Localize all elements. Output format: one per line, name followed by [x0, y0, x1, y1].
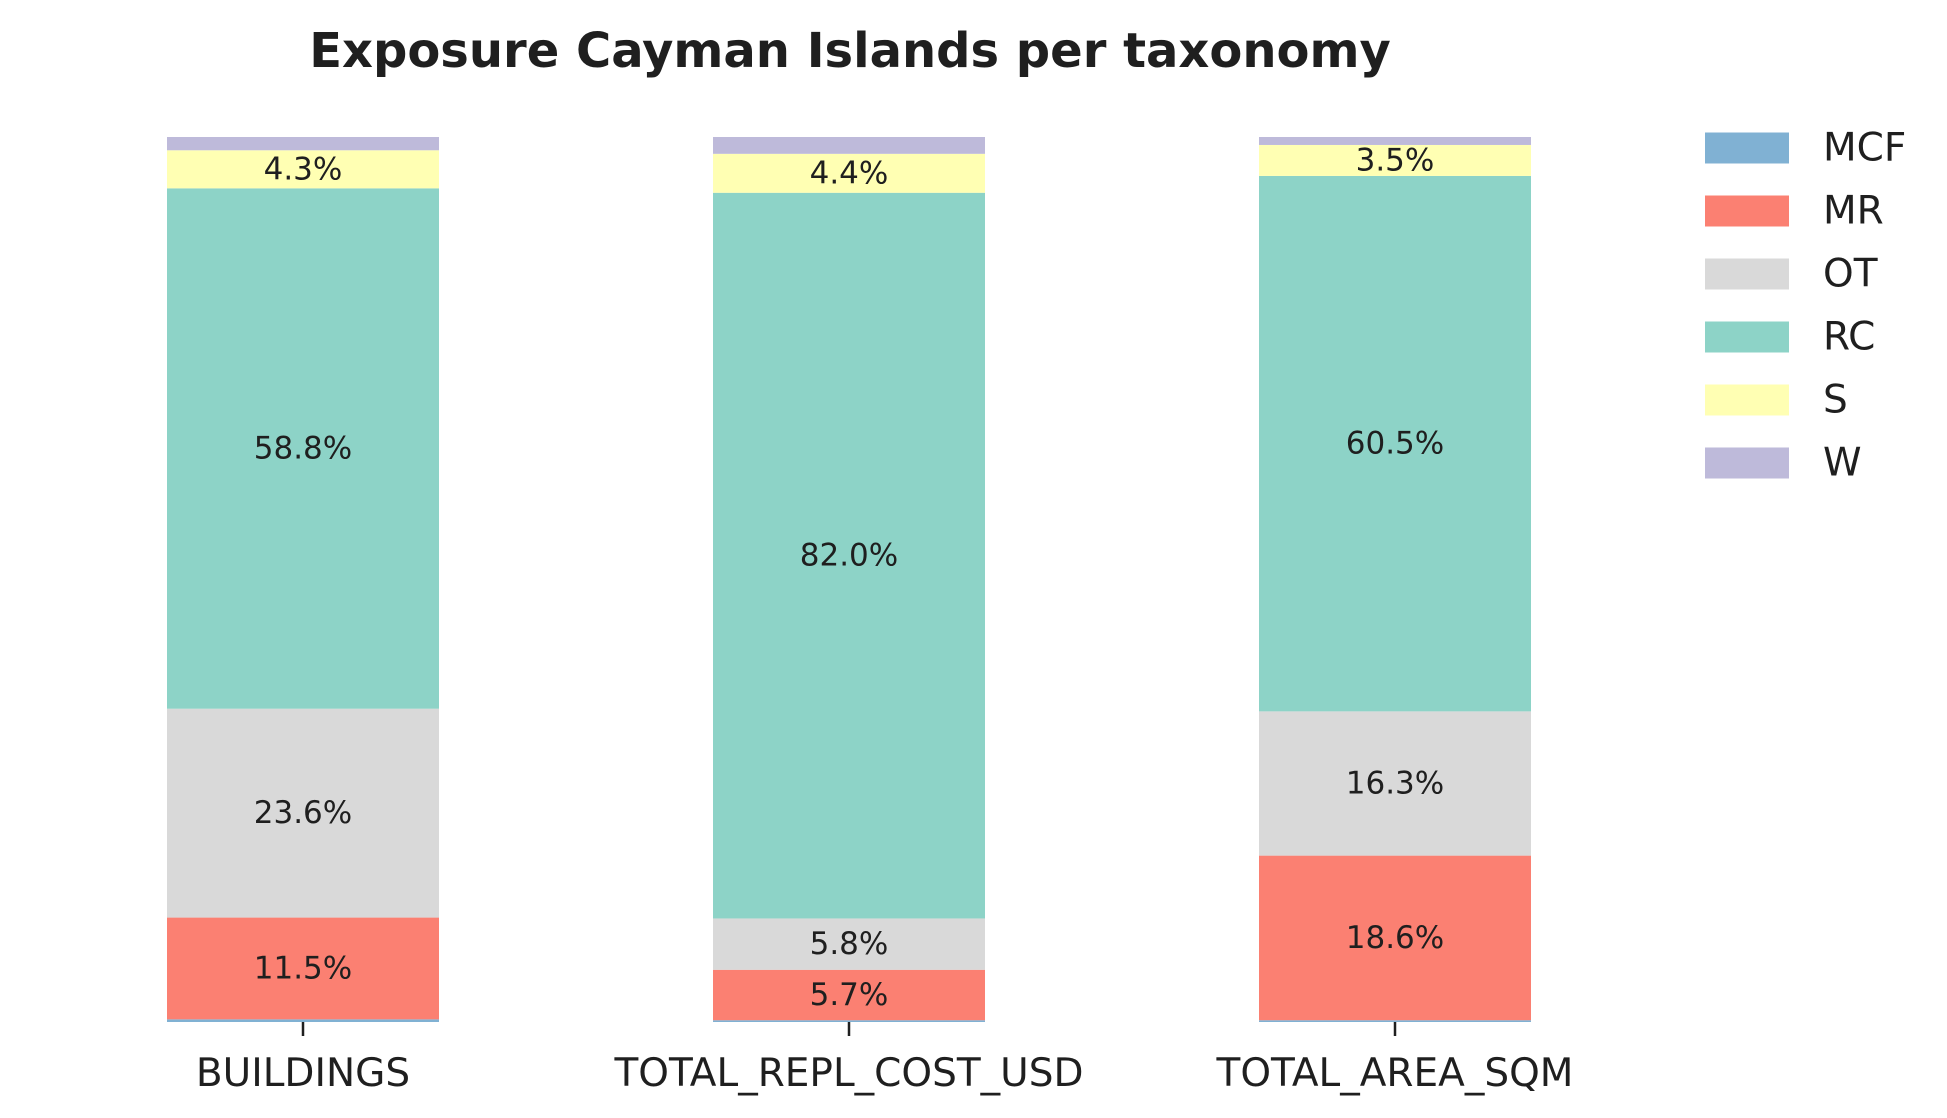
data-labels-layer: 11.5% 23.6% 58.8% 4.3% 5.7% 5.8% 82.0% 4.4% 18.6… — [254, 142, 1444, 1013]
legend-item-rc: RC — [1705, 315, 1875, 360]
bar-segment-total-repl-cost-usd-s — [713, 153, 985, 193]
bar-segment-total-repl-cost-usd-w — [713, 137, 985, 154]
bar-segment-total-area-sqm-mcf — [1259, 1020, 1531, 1022]
legend-item-mcf: MCF — [1705, 126, 1906, 171]
bar-segment-buildings-rc — [167, 188, 439, 709]
data-label-total-repl-cost-usd-ot: 5.8% — [810, 926, 889, 962]
legend-swatch-ot — [1705, 258, 1789, 290]
legend-swatch-w — [1705, 447, 1789, 479]
legend-item-ot: OT — [1705, 252, 1878, 297]
data-label-total-repl-cost-usd-rc: 82.0% — [800, 538, 898, 574]
legend-swatch-rc — [1705, 321, 1789, 353]
bar-segment-buildings-mr — [167, 917, 439, 1020]
legend: MCF MR OT RC SW — [1705, 126, 1906, 486]
chart-title: Exposure Cayman Islands per taxonomy — [309, 23, 1391, 79]
bar-segment-total-repl-cost-usd-ot — [713, 918, 985, 970]
bar-segment-total-repl-cost-usd-mcf — [713, 1020, 985, 1022]
data-label-buildings-ot: 23.6% — [254, 795, 352, 831]
bar-segment-buildings-s — [167, 150, 439, 189]
legend-label-w: W — [1823, 441, 1862, 486]
data-label-total-repl-cost-usd-mr: 5.7% — [810, 977, 889, 1013]
bar-segment-buildings-ot — [167, 708, 439, 918]
x-axis: BUILDINGS TOTAL_REPL_COST_USD TOTAL_AREA_S… — [196, 1022, 1574, 1096]
data-label-total-area-sqm-ot: 16.3% — [1346, 765, 1444, 801]
legend-label-mcf: MCF — [1823, 126, 1906, 171]
legend-swatch-s — [1705, 384, 1789, 416]
bar-segment-total-repl-cost-usd-mr — [713, 969, 985, 1021]
x-tick-label-total-area-sqm: TOTAL_AREA_SQM — [1216, 1051, 1574, 1096]
bar-segment-total-area-sqm-w — [1259, 137, 1531, 145]
legend-item-s: S — [1705, 378, 1848, 423]
legend-item-mr: MR — [1705, 189, 1884, 234]
legend-label-rc: RC — [1823, 315, 1875, 360]
legend-label-s: S — [1823, 378, 1848, 423]
data-label-total-area-sqm-s: 3.5% — [1356, 142, 1435, 178]
legend-label-mr: MR — [1823, 189, 1884, 234]
legend-label-ot: OT — [1823, 252, 1878, 297]
bar-segment-total-area-sqm-rc — [1259, 175, 1531, 712]
data-label-buildings-s: 4.3% — [264, 151, 343, 187]
x-tick-label-buildings: BUILDINGS — [196, 1051, 410, 1096]
legend-swatch-mcf — [1705, 132, 1789, 164]
legend-item-w: W — [1705, 441, 1862, 486]
data-label-total-area-sqm-mr: 18.6% — [1346, 920, 1444, 956]
legend-swatch-mr — [1705, 195, 1789, 227]
data-label-buildings-mr: 11.5% — [254, 950, 352, 986]
bars-layer — [167, 137, 1531, 1022]
bar-segment-total-repl-cost-usd-rc — [713, 192, 985, 919]
bar-segment-total-area-sqm-ot — [1259, 711, 1531, 856]
data-label-buildings-rc: 58.8% — [254, 431, 352, 467]
x-tick-label-total-repl-cost-usd: TOTAL_REPL_COST_USD — [613, 1051, 1083, 1096]
bar-segment-total-area-sqm-s — [1259, 144, 1531, 176]
bar-segment-buildings-mcf — [167, 1019, 439, 1022]
bar-segment-total-area-sqm-mr — [1259, 855, 1531, 1021]
data-label-total-area-sqm-rc: 60.5% — [1346, 426, 1444, 462]
bar-segment-buildings-w — [167, 137, 439, 151]
data-label-total-repl-cost-usd-s: 4.4% — [810, 155, 889, 191]
